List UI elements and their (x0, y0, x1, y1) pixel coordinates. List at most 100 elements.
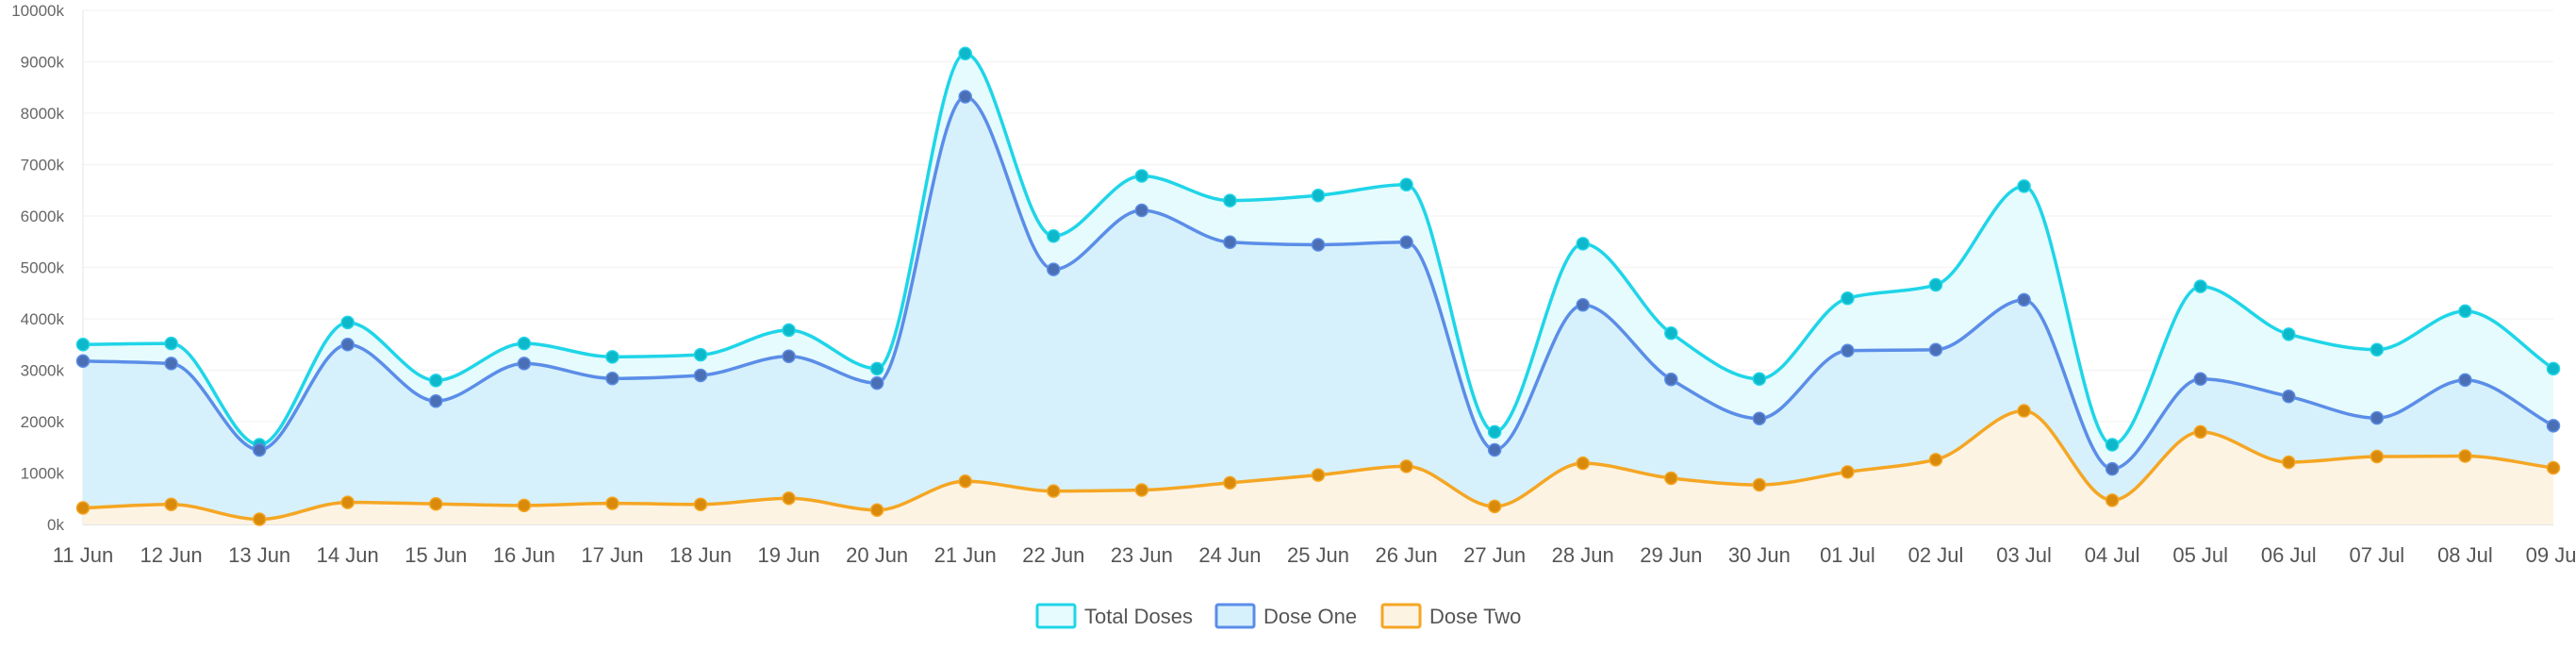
data-point[interactable] (782, 349, 796, 364)
data-point[interactable] (2458, 373, 2472, 388)
data-point[interactable] (958, 474, 972, 489)
legend[interactable]: Total Doses Dose One Dose Two (1035, 603, 1521, 629)
data-point[interactable] (1311, 238, 1326, 252)
data-point[interactable] (2546, 460, 2561, 475)
data-point[interactable] (1841, 343, 1855, 358)
data-point[interactable] (605, 496, 619, 510)
data-point[interactable] (1576, 456, 1590, 471)
data-point[interactable] (2105, 461, 2120, 476)
data-point[interactable] (782, 323, 796, 338)
data-point[interactable] (1752, 477, 1767, 492)
data-point[interactable] (75, 501, 91, 515)
data-point[interactable] (869, 375, 884, 390)
x-tick-label: 02 Jul (1908, 543, 1964, 567)
data-point[interactable] (693, 368, 708, 383)
data-point[interactable] (1047, 229, 1061, 243)
data-point[interactable] (75, 354, 91, 368)
data-point[interactable] (429, 496, 443, 511)
data-point[interactable] (1841, 291, 1855, 306)
data-point[interactable] (1841, 465, 1855, 479)
data-point[interactable] (869, 503, 884, 517)
legend-item[interactable]: Total Doses (1035, 603, 1193, 629)
data-point[interactable] (2017, 179, 2031, 193)
data-point[interactable] (605, 350, 619, 364)
data-point[interactable] (429, 374, 443, 388)
data-point[interactable] (693, 497, 708, 511)
data-point[interactable] (1576, 298, 1590, 312)
data-point[interactable] (2546, 361, 2561, 376)
data-point[interactable] (1576, 237, 1590, 251)
data-point[interactable] (1487, 424, 1502, 440)
data-point[interactable] (1664, 471, 1678, 486)
y-tick-label: 2000k (21, 413, 65, 431)
data-point[interactable] (1311, 468, 1326, 482)
data-point[interactable] (164, 336, 178, 351)
data-point[interactable] (164, 497, 178, 511)
legend-item[interactable]: Dose One (1214, 603, 1357, 629)
series-line-2[interactable] (81, 408, 2555, 522)
data-point[interactable] (1752, 411, 1767, 425)
data-point[interactable] (1487, 442, 1502, 457)
data-point[interactable] (1223, 235, 1237, 250)
data-point[interactable] (2370, 449, 2385, 464)
data-point[interactable] (2282, 327, 2296, 341)
data-point[interactable] (2193, 372, 2207, 387)
data-point[interactable] (340, 338, 355, 352)
data-point[interactable] (1223, 193, 1237, 208)
data-point[interactable] (693, 347, 708, 362)
data-point[interactable] (782, 490, 796, 506)
data-point[interactable] (1223, 475, 1237, 490)
data-point[interactable] (2546, 419, 2561, 433)
data-point[interactable] (2370, 410, 2385, 425)
data-point[interactable] (2282, 390, 2296, 404)
data-point[interactable] (958, 46, 972, 61)
x-tick-label: 04 Jul (2085, 543, 2140, 567)
x-tick-label: 27 Jun (1463, 543, 1526, 567)
x-tick-label: 03 Jul (1996, 543, 2052, 567)
data-point[interactable] (2105, 493, 2120, 507)
data-point[interactable] (1134, 483, 1149, 497)
x-tick-label: 08 Jul (2437, 543, 2493, 567)
data-point[interactable] (958, 90, 972, 104)
data-point[interactable] (1487, 499, 1502, 514)
data-point[interactable] (2017, 404, 2031, 418)
data-point[interactable] (1311, 188, 1326, 203)
data-point[interactable] (340, 495, 355, 509)
data-point[interactable] (1928, 453, 1943, 467)
data-point[interactable] (605, 371, 619, 386)
data-point[interactable] (164, 357, 178, 371)
data-point[interactable] (1134, 169, 1149, 183)
data-point[interactable] (1399, 177, 1413, 192)
data-point[interactable] (2017, 292, 2031, 307)
data-point[interactable] (1047, 262, 1061, 276)
x-tick-label: 26 Jun (1376, 543, 1438, 567)
data-point[interactable] (2193, 424, 2207, 440)
data-point[interactable] (1664, 373, 1678, 387)
data-point[interactable] (75, 338, 91, 352)
data-point[interactable] (1399, 459, 1413, 474)
data-point[interactable] (869, 361, 884, 376)
data-point[interactable] (1928, 277, 1943, 292)
data-point[interactable] (429, 393, 443, 408)
data-point[interactable] (2282, 455, 2296, 470)
data-point[interactable] (252, 442, 267, 457)
data-point[interactable] (340, 315, 355, 330)
y-tick-label: 0k (47, 516, 64, 534)
data-point[interactable] (2370, 342, 2385, 357)
data-point[interactable] (517, 336, 532, 351)
data-point[interactable] (252, 512, 267, 526)
data-point[interactable] (2105, 438, 2120, 452)
data-point[interactable] (2193, 279, 2207, 293)
data-point[interactable] (1134, 203, 1149, 218)
x-tick-label: 25 Jun (1287, 543, 1349, 567)
data-point[interactable] (517, 498, 532, 513)
data-point[interactable] (1752, 372, 1767, 387)
data-point[interactable] (1047, 484, 1061, 498)
data-point[interactable] (1399, 235, 1413, 250)
data-point[interactable] (1664, 326, 1678, 341)
data-point[interactable] (1928, 342, 1943, 357)
data-point[interactable] (2458, 449, 2472, 463)
legend-item[interactable]: Dose Two (1380, 603, 1521, 629)
data-point[interactable] (517, 357, 532, 371)
data-point[interactable] (2458, 304, 2472, 319)
